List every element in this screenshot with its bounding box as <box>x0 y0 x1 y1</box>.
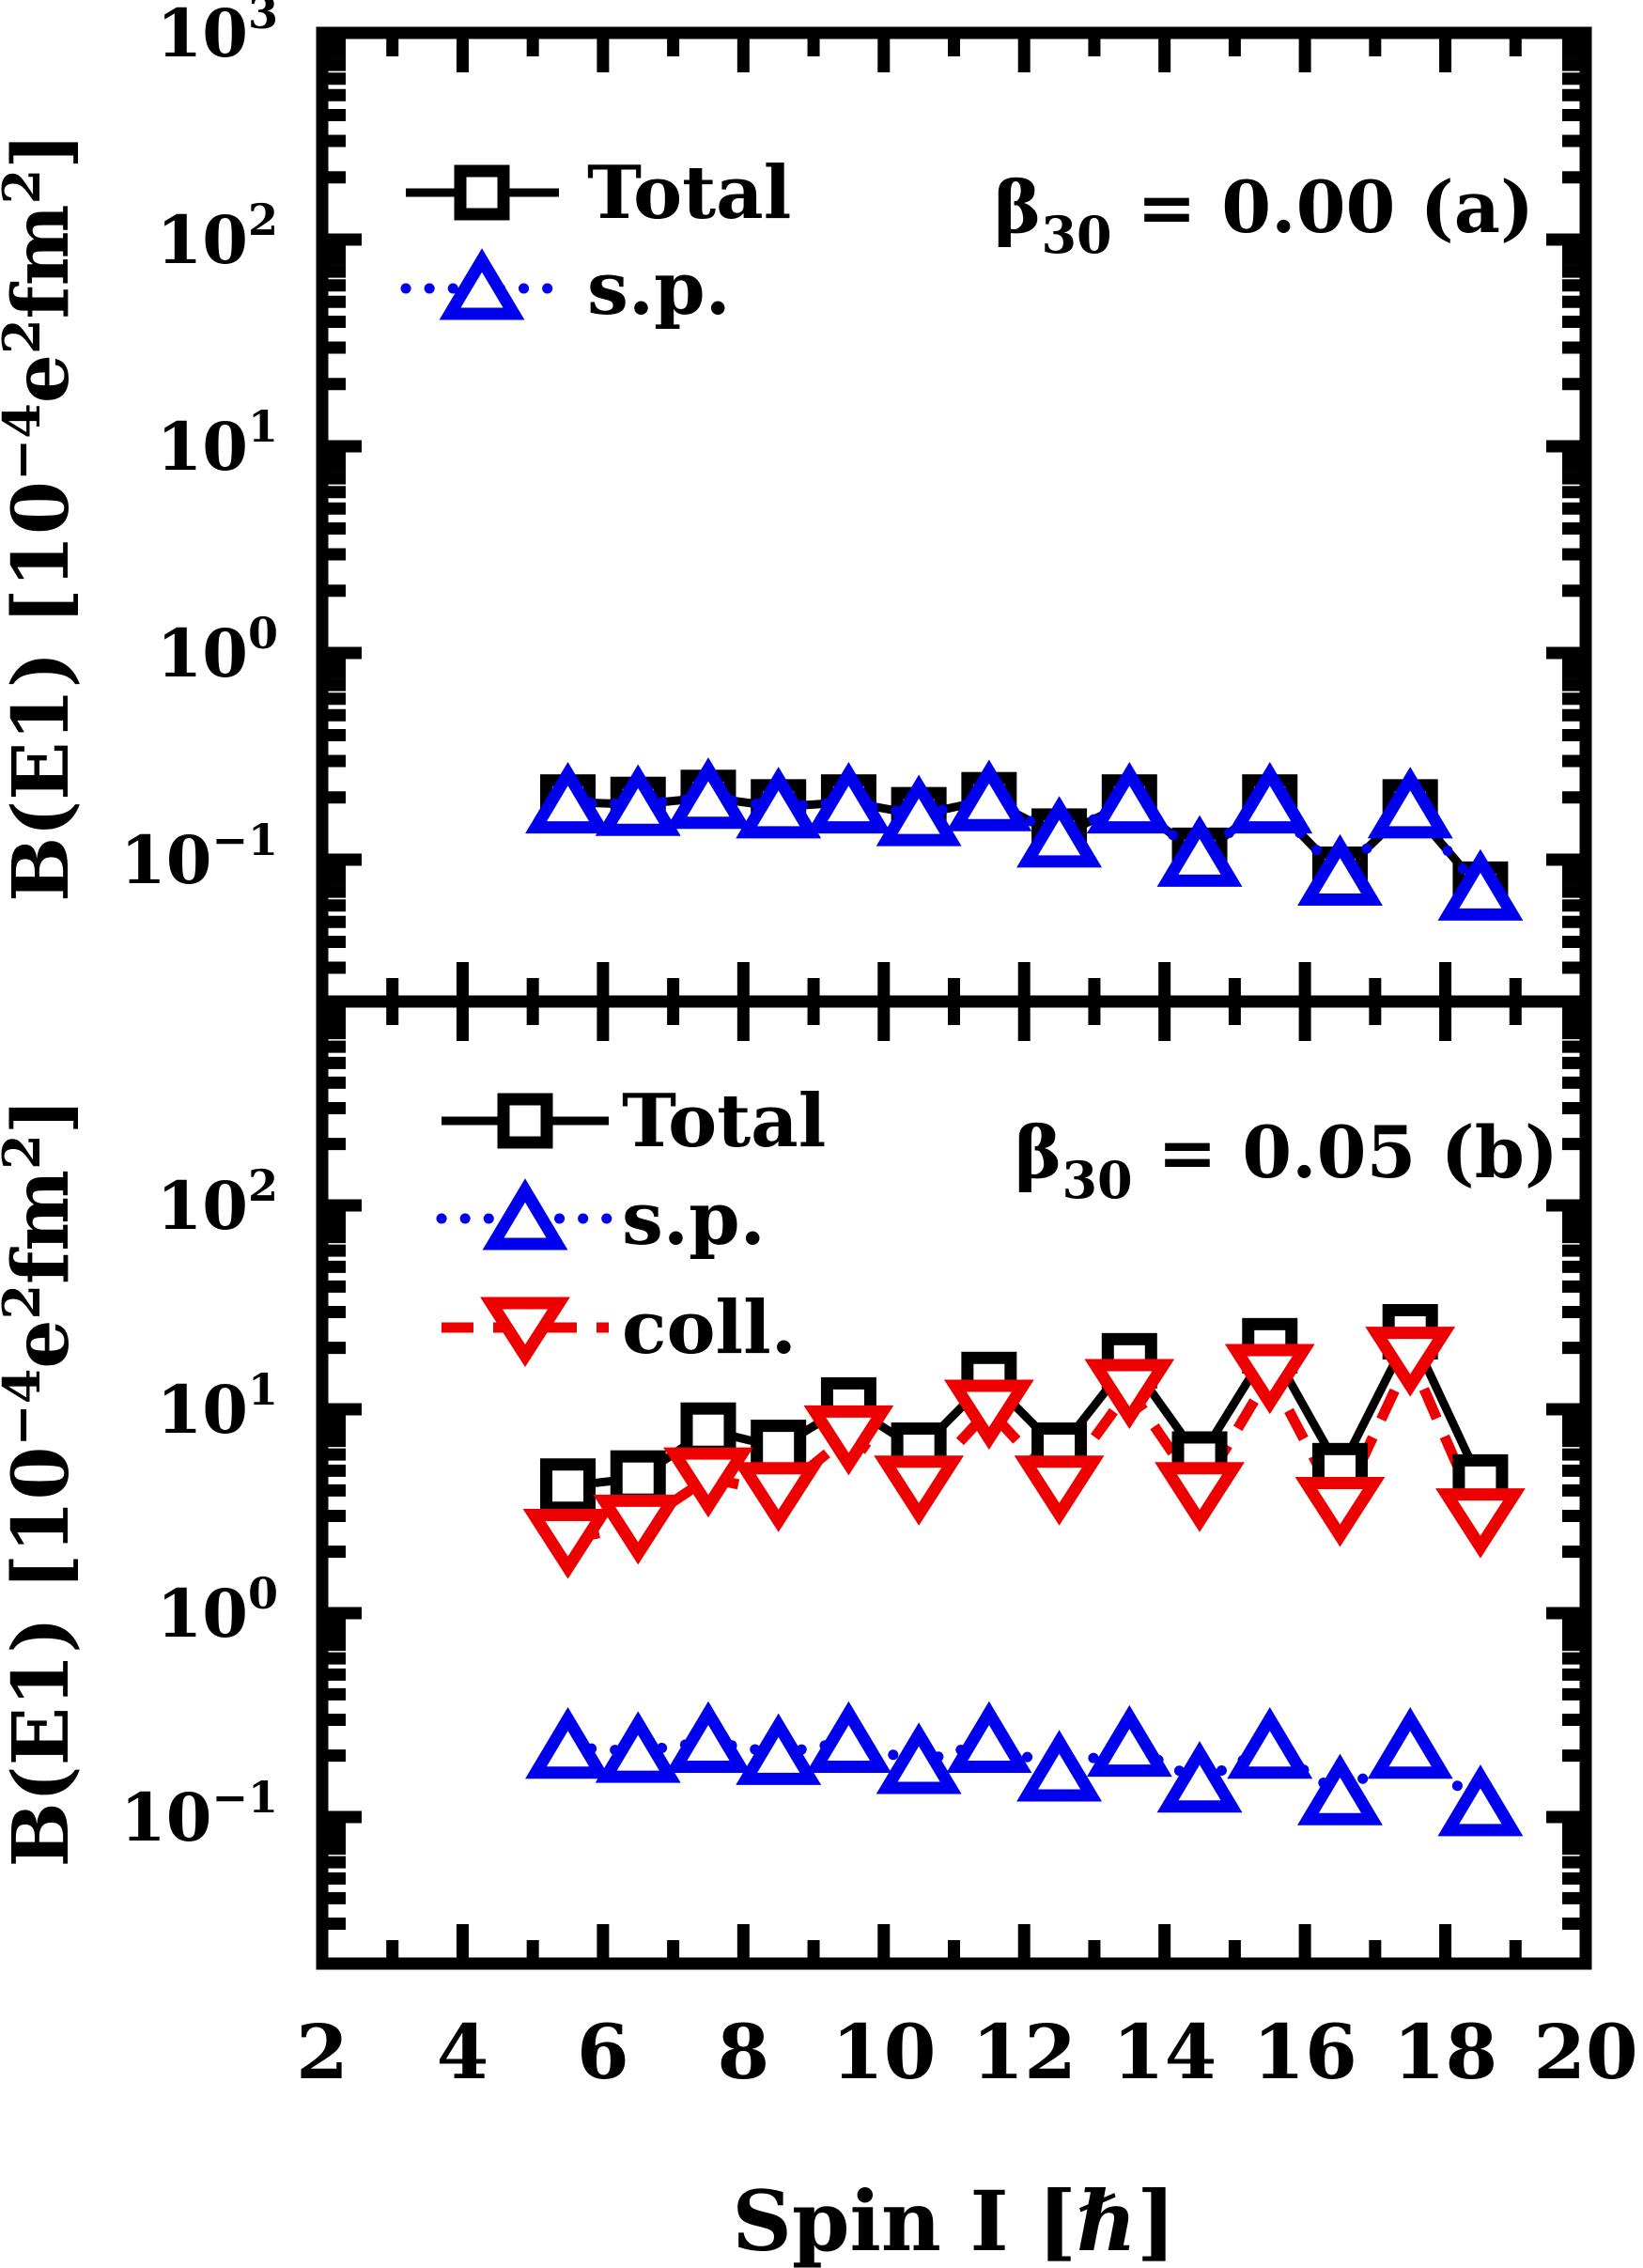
x-tick-label-20: 20 <box>1533 2008 1637 2096</box>
panel-b-coll-marker <box>943 1379 1034 1450</box>
panel-b-Total-marker <box>680 1402 736 1458</box>
panel-b-coll-marker <box>1014 1455 1105 1526</box>
panel-b-coll-marker <box>803 1405 894 1476</box>
panel-b-coll-marker <box>874 1455 965 1526</box>
panel-a-sp-marker <box>736 767 822 839</box>
x-tick-label-18: 18 <box>1393 2008 1497 2096</box>
y-tick-label-10e3: 103 <box>157 0 278 72</box>
panel-b-coll-marker <box>1435 1488 1526 1559</box>
panel-b-sp-marker <box>805 1701 891 1773</box>
x-axis-label: Spin I [ℏ] <box>732 2172 1175 2268</box>
panel-b-sp-marker <box>736 1713 822 1785</box>
y-axis-label-b: B(E1) [10−4e2fm2] <box>0 1098 86 1868</box>
panel-b-title: β30 = 0.05 (b) <box>1015 1111 1558 1210</box>
panel-a-sp-marker <box>595 764 681 836</box>
panel-b-sp-marker <box>1297 1753 1383 1825</box>
legend-b-marker-sample <box>482 1178 568 1251</box>
y-tick-label-10e2: 102 <box>157 194 278 279</box>
panel-b-coll-marker <box>1155 1462 1245 1532</box>
panel-b-coll-marker <box>522 1509 613 1579</box>
panel-b-Total-marker <box>610 1450 666 1506</box>
panel-b-coll-marker <box>1084 1359 1175 1429</box>
y-tick-label-10e0: 100 <box>157 608 278 692</box>
panel-b-sp-marker <box>1367 1707 1453 1779</box>
panel-a-sp-marker <box>1367 767 1453 839</box>
panel-b-frame <box>316 995 1592 1970</box>
panel-b-sp-marker <box>1437 1764 1524 1837</box>
y-tick-label-10e1: 101 <box>157 401 278 486</box>
legend-b-label-coll: coll. <box>622 1285 797 1371</box>
panel-b-coll-marker <box>733 1462 824 1532</box>
x-tick-label-8: 8 <box>717 2008 769 2096</box>
legend-a-marker-sample <box>454 164 510 221</box>
panel-a-sp-marker <box>1016 796 1103 868</box>
panel-b-Total-marker <box>540 1458 597 1515</box>
panel-b-coll-marker <box>1224 1344 1315 1415</box>
legend-b-label-sp: s.p. <box>622 1176 766 1262</box>
y-tick-label-10e2: 102 <box>157 1160 278 1245</box>
panel-a-sp-marker <box>1297 833 1383 907</box>
x-tick-label-12: 12 <box>972 2008 1077 2096</box>
x-tick-label-10: 10 <box>831 2008 936 2096</box>
panel-a-sp-marker <box>525 761 611 834</box>
panel-b-sp-marker <box>946 1701 1032 1773</box>
panel-a-title: β30 = 0.00 (a) <box>994 165 1534 265</box>
panel-b-sp-line <box>563 1735 1486 1810</box>
panel-a-sp-marker <box>946 759 1032 831</box>
x-tick-label-4: 4 <box>437 2008 489 2096</box>
legend-b-marker-sample <box>497 1093 553 1149</box>
panel-a-sp-marker <box>805 761 891 834</box>
panel-b-sp-marker <box>1227 1707 1313 1779</box>
panel-b-sp-marker <box>1156 1741 1243 1813</box>
x-tick-label-14: 14 <box>1112 2008 1217 2096</box>
y-axis-label-a: B(E1) [10−4e2fm2] <box>0 132 86 902</box>
y-tick-label-10e0: 100 <box>157 1568 278 1653</box>
y-tick-label-10e1: 101 <box>157 1364 278 1449</box>
panel-b-sp-marker <box>665 1701 752 1773</box>
panel-b-sp-marker <box>1016 1730 1103 1802</box>
panel-a-sp-marker <box>1156 815 1243 887</box>
panel-a-sp-marker <box>876 774 962 847</box>
panel-a-sp-marker <box>1437 848 1524 921</box>
legend-b-marker-sample <box>480 1297 570 1368</box>
y-tick-label-10e-1: 10−1 <box>120 1772 278 1856</box>
panel-b-coll-marker <box>663 1447 753 1518</box>
legend-a-marker-sample <box>439 248 525 320</box>
legend-a-label-sp: s.p. <box>587 246 731 332</box>
panel-b-sp-marker <box>525 1707 611 1779</box>
panel-a-sp-marker <box>1227 761 1313 834</box>
panel-b-coll-marker <box>1294 1476 1386 1547</box>
panel-b-coll-marker <box>593 1494 684 1565</box>
legend-a-label-Total: Total <box>587 150 791 236</box>
legend-b-label-Total: Total <box>622 1079 826 1164</box>
panel-a-sp-marker <box>1086 761 1172 834</box>
panel-b-sp-marker <box>876 1722 962 1794</box>
panel-b-sp-marker <box>595 1711 681 1783</box>
x-tick-label-2: 2 <box>296 2008 349 2096</box>
panel-b-sp-marker <box>1086 1704 1172 1778</box>
x-tick-label-16: 16 <box>1252 2008 1356 2096</box>
panel-b-coll-marker <box>1365 1327 1456 1397</box>
y-tick-label-10e-1: 10−1 <box>120 815 278 899</box>
panel-a-sp-marker <box>665 757 752 830</box>
x-tick-label-6: 6 <box>577 2008 629 2096</box>
